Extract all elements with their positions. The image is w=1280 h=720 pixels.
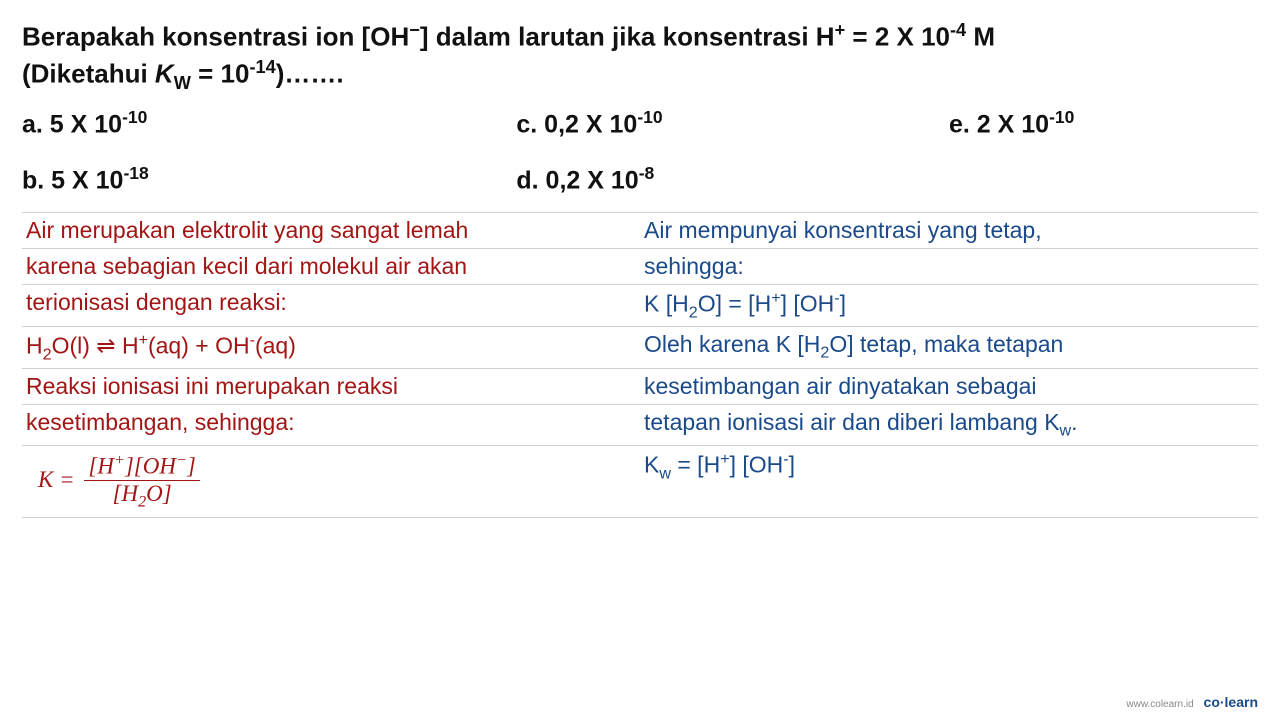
question-text: Berapakah konsentrasi ion [OH−] dalam la… — [22, 18, 1258, 95]
left-row-6: kesetimbangan, sehingga: — [22, 405, 640, 446]
left-row-7: K = [H+][OH−] [H2O] — [22, 445, 640, 517]
q-line1-mid: ] dalam larutan jika konsentrasi H — [420, 22, 835, 52]
right-row-2: sehingga: — [640, 248, 1258, 284]
numerator: [H+][OH−] — [84, 452, 199, 481]
left-row-4: H2O(l) ⇌ H+(aq) + OH-(aq) — [22, 327, 640, 369]
fraction: [H+][OH−] [H2O] — [84, 452, 199, 511]
left-row-2: karena sebagian kecil dari molekul air a… — [22, 248, 640, 284]
denominator: [H2O] — [84, 481, 199, 512]
q-line1-end: M — [966, 22, 995, 52]
option-e: e. 2 X 10-10 — [949, 107, 1258, 139]
option-c: c. 0,2 X 10-10 — [516, 107, 949, 139]
right-row-3: K [H2O] = [H+] [OH-] — [640, 284, 1258, 326]
footer: www.colearn.id co·learn — [1126, 694, 1258, 710]
right-row-1: Air mempunyai konsentrasi yang tetap, — [640, 213, 1258, 249]
q-kw-k: K — [155, 58, 174, 88]
q-sup2: + — [835, 20, 846, 40]
option-d: d. 0,2 X 10-8 — [516, 163, 949, 195]
right-row-5: kesetimbangan air dinyatakan sebagai — [640, 369, 1258, 405]
footer-url: www.colearn.id — [1126, 699, 1193, 710]
explanation-table: Air merupakan elektrolit yang sangat lem… — [22, 213, 1258, 518]
q-line1-pre: Berapakah konsentrasi ion [OH — [22, 22, 409, 52]
q-line2-sup: -14 — [249, 57, 275, 77]
left-row-1: Air merupakan elektrolit yang sangat lem… — [22, 213, 640, 249]
q-line2-end: )……. — [276, 58, 344, 88]
q-sup3: -4 — [950, 20, 966, 40]
q-line2-eq: = 10 — [191, 58, 250, 88]
q-line2-pre: (Diketahui — [22, 58, 155, 88]
footer-brand: co·learn — [1204, 694, 1258, 710]
answer-options: a. 5 X 10-10 c. 0,2 X 10-10 e. 2 X 10-10… — [22, 107, 1258, 196]
left-row-5: Reaksi ionisasi ini merupakan reaksi — [22, 369, 640, 405]
left-row-3: terionisasi dengan reaksi: — [22, 284, 640, 326]
right-row-6: tetapan ionisasi air dan diberi lambang … — [640, 405, 1258, 446]
q-sup1: − — [409, 20, 420, 40]
option-a: a. 5 X 10-10 — [22, 107, 516, 139]
q-kw-w: W — [174, 73, 191, 93]
option-b: b. 5 X 10-18 — [22, 163, 516, 195]
right-row-4: Oleh karena K [H2O] tetap, maka tetapan — [640, 327, 1258, 369]
q-line1-eq: = 2 X 10 — [845, 22, 950, 52]
right-row-7: Kw = [H+] [OH-] — [640, 445, 1258, 517]
